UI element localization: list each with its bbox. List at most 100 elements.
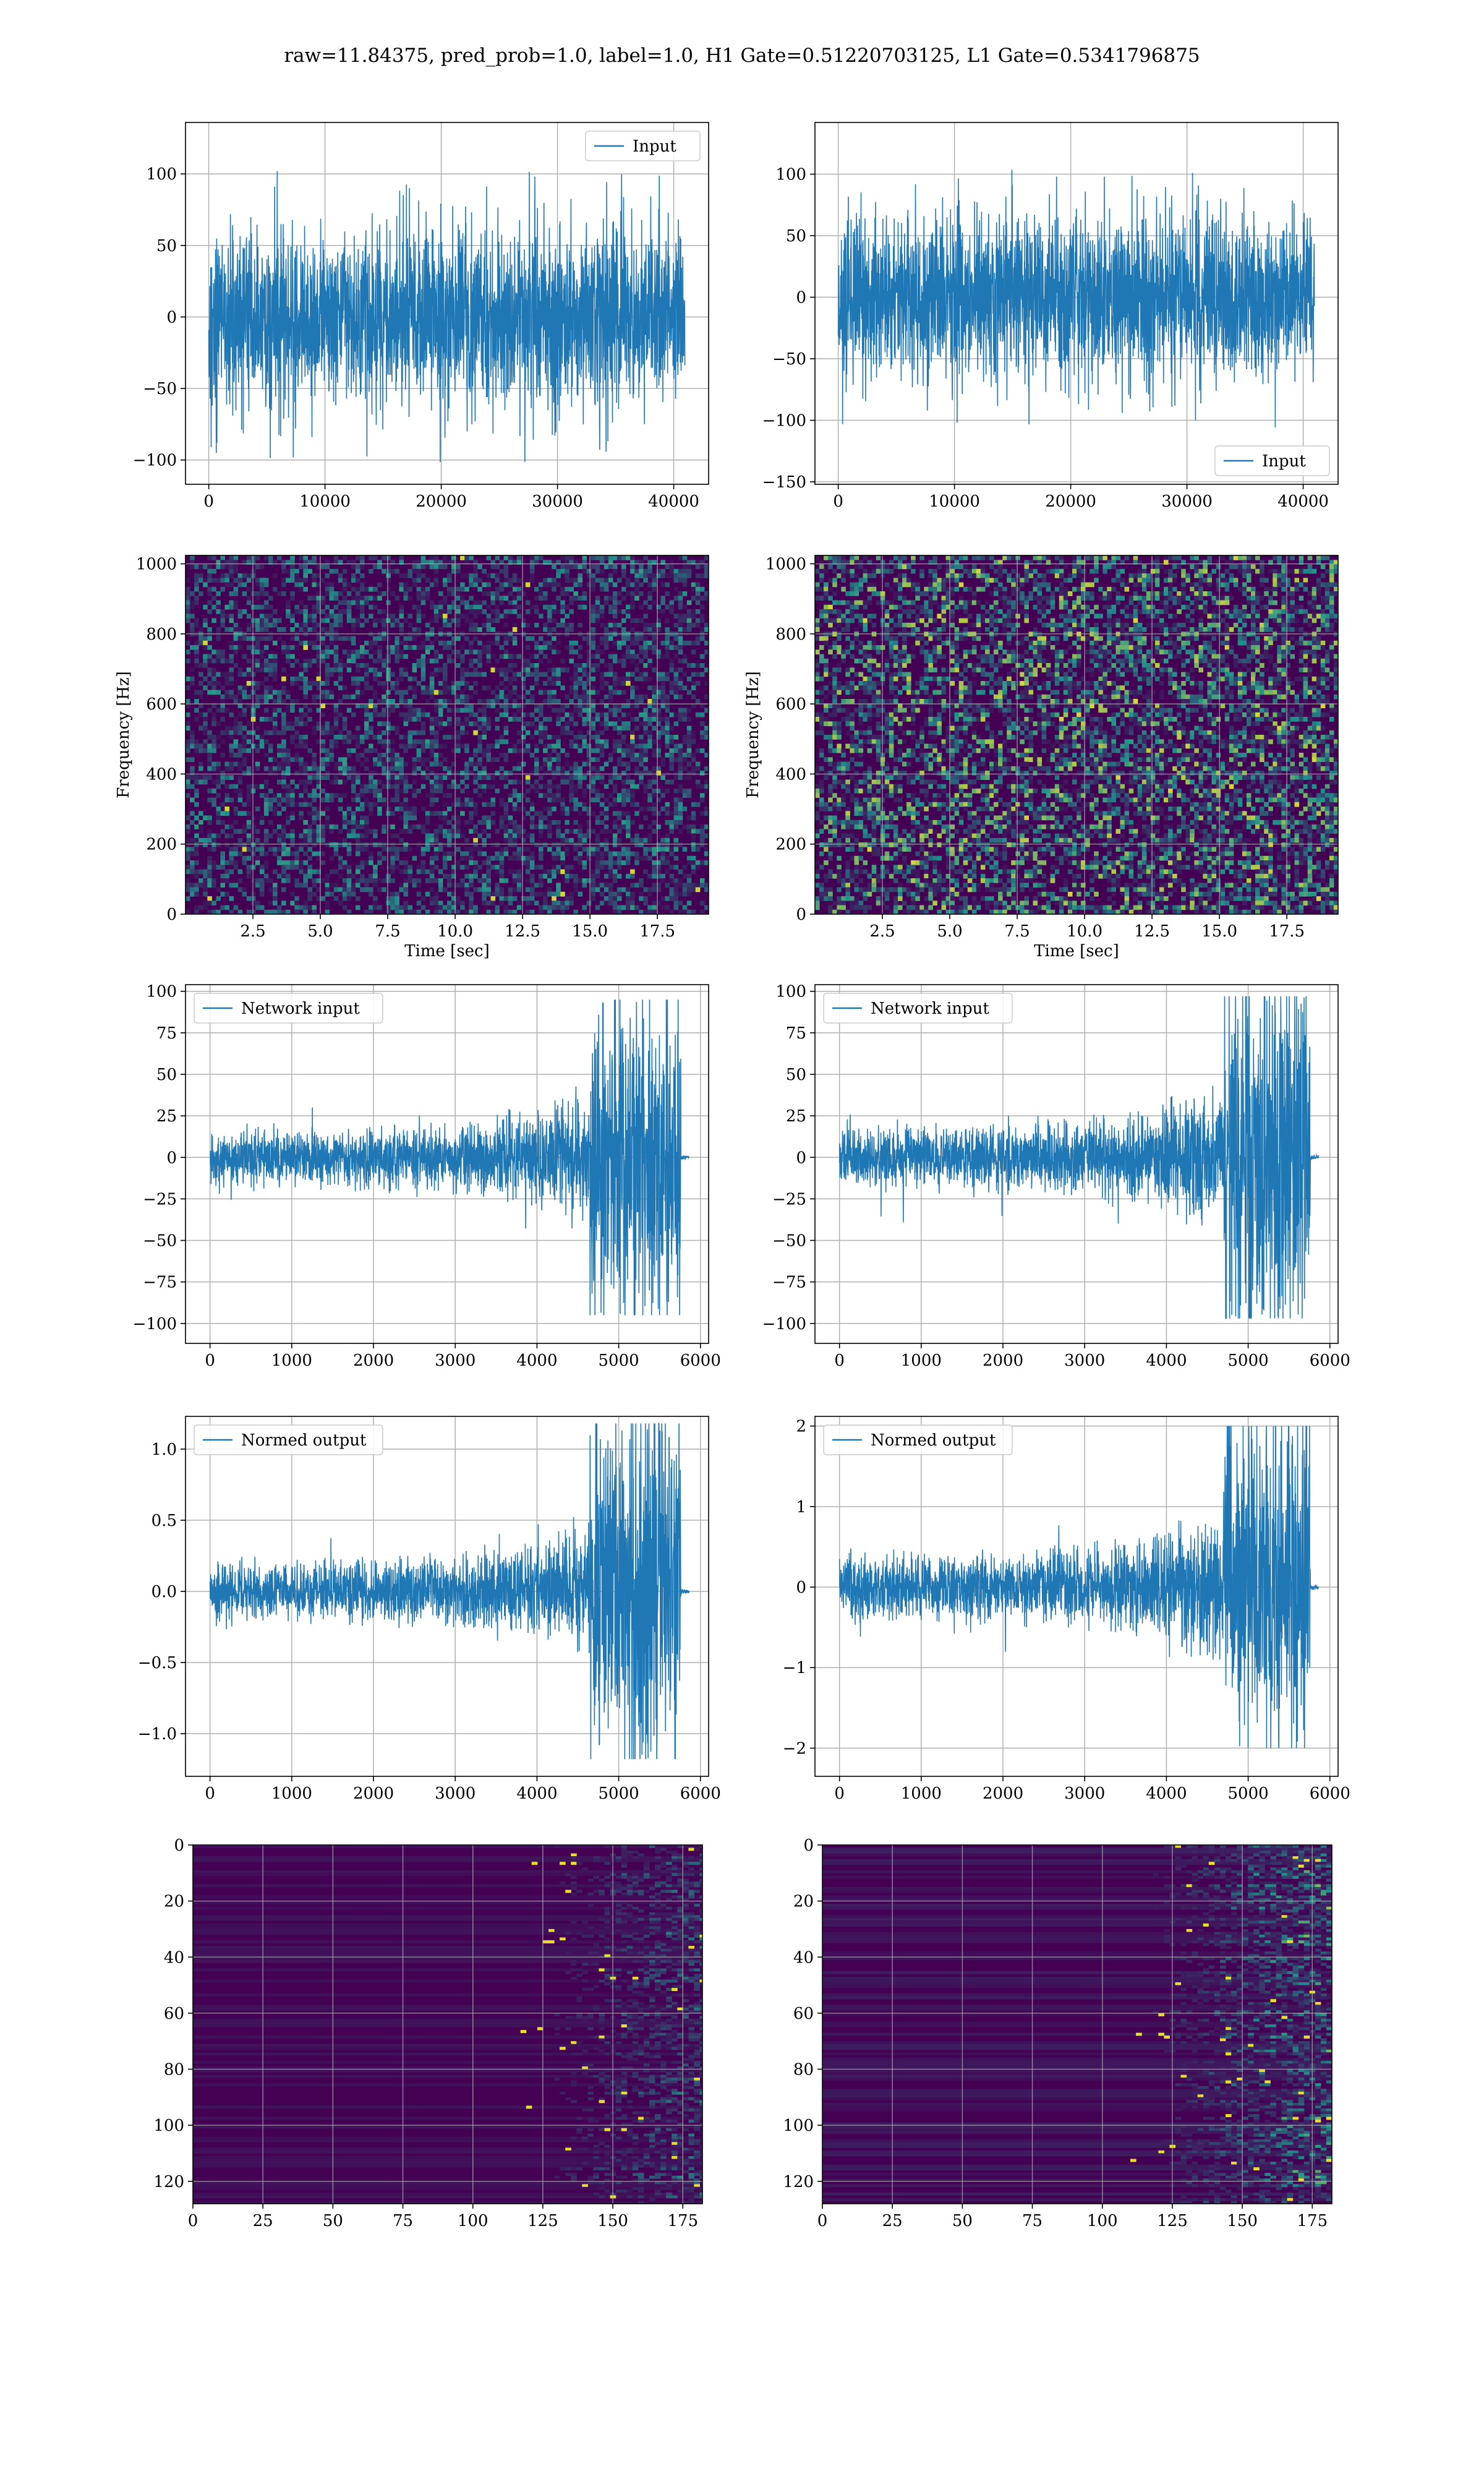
y-tick-label: 0	[796, 905, 806, 924]
legend: Normed output	[194, 1424, 383, 1455]
legend-label: Network input	[241, 999, 360, 1018]
chart-feature-map-h1: 0 25 50 75 100 125 150 175 0 20 40 60 80 100 120	[153, 1836, 703, 2230]
x-tick-label: 20000	[416, 492, 467, 511]
x-tick-label: 4000	[516, 1351, 557, 1370]
x-tick-label: 5.0	[307, 922, 333, 941]
y-tick-label: 1000	[136, 555, 177, 574]
x-tick-label: 125	[527, 2212, 558, 2230]
chart-spectrogram-h1: 2.5 5.0 7.5 10.0 12.5 15.0 17.5 0 200 400 600 800 10…	[114, 555, 709, 961]
y-tick-label: 50	[156, 1066, 177, 1084]
x-tick-label: 20000	[1045, 492, 1096, 511]
x-axis-label: Time [sec]	[1034, 942, 1119, 961]
y-tick-label: 200	[146, 836, 177, 854]
x-tick-label: 2.5	[240, 922, 265, 941]
heatmap-cells	[822, 1845, 1332, 2204]
x-tick-label: 17.5	[1269, 922, 1305, 941]
y-tick-label: 80	[793, 2061, 814, 2079]
x-tick-label: 30000	[532, 492, 583, 511]
x-tick-label: 5000	[1228, 1351, 1269, 1370]
y-tick-label: 100	[146, 983, 177, 1001]
y-tick-label: 25	[156, 1107, 177, 1126]
series-line	[208, 171, 686, 463]
x-tick-label: 125	[1157, 2212, 1188, 2230]
x-tick-label: 0	[834, 1351, 845, 1370]
y-tick-label: 100	[146, 165, 177, 184]
y-tick-label: 0	[166, 1149, 177, 1167]
legend-label: Input	[633, 137, 676, 156]
x-tick-label: 0	[834, 1784, 845, 1803]
y-tick-label: 0	[796, 1578, 806, 1597]
legend: Input	[1214, 445, 1330, 476]
x-tick-label: 5000	[599, 1784, 639, 1803]
y-tick-label: 120	[153, 2173, 184, 2191]
y-tick-label: 0	[166, 308, 177, 327]
x-tick-label: 0	[205, 1351, 215, 1370]
axes-frame	[822, 1844, 1333, 2204]
y-tick-label: 120	[783, 2173, 814, 2191]
y-axis-label: Frequency [Hz]	[114, 671, 133, 798]
y-tick-label: −100	[133, 452, 177, 470]
y-tick-label: −2	[783, 1739, 806, 1758]
x-tick-label: 4000	[1146, 1351, 1187, 1370]
x-tick-label: 150	[597, 2212, 628, 2230]
x-tick-label: 1000	[271, 1784, 312, 1803]
series-line	[838, 1426, 1320, 1748]
y-tick-label: 1000	[765, 555, 806, 574]
axes-frame	[185, 122, 709, 485]
x-tick-label: 5000	[599, 1351, 639, 1370]
x-tick-label: 1000	[901, 1351, 942, 1370]
y-tick-label: 50	[786, 1066, 806, 1084]
grid-lines	[815, 555, 1338, 915]
series-line	[209, 999, 690, 1316]
x-tick-label: 12.5	[1134, 922, 1170, 941]
y-tick-label: 400	[146, 765, 177, 784]
y-tick-label: 20	[164, 1893, 184, 1911]
legend-label: Normed output	[871, 1431, 996, 1450]
y-tick-label: 100	[775, 166, 806, 184]
x-tick-label: 4000	[1146, 1784, 1187, 1803]
y-tick-label: −150	[762, 473, 806, 492]
series-line	[209, 1423, 690, 1760]
x-tick-label: 100	[1087, 2212, 1118, 2230]
y-tick-label: 80	[164, 2061, 184, 2079]
y-tick-label: −0.5	[138, 1654, 177, 1672]
chart-input-l1: 0 10000 20000 30000 40000 −150 −100 −50 0 50 100 In…	[762, 122, 1339, 511]
y-tick-label: 0	[796, 289, 806, 307]
y-tick-label: −50	[772, 350, 806, 369]
y-tick-label: 0	[174, 1836, 184, 1855]
x-tick-label: 4000	[516, 1784, 557, 1803]
x-tick-label: 5.0	[937, 922, 962, 941]
x-axis-label: Time [sec]	[404, 942, 490, 961]
y-tick-label: 40	[164, 1948, 184, 1967]
y-tick-label: 100	[775, 983, 806, 1001]
x-tick-label: 50	[952, 2212, 973, 2230]
axes-frame	[814, 555, 1339, 915]
x-tick-label: 3000	[435, 1784, 475, 1803]
x-tick-label: 6000	[1310, 1351, 1350, 1370]
x-tick-label: 17.5	[639, 922, 675, 941]
series-line	[838, 996, 1320, 1319]
legend: Network input	[194, 993, 383, 1024]
y-tick-label: −1.0	[138, 1725, 177, 1744]
x-tick-label: 7.5	[1004, 922, 1030, 941]
x-tick-label: 3000	[1064, 1351, 1105, 1370]
x-tick-label: 2.5	[869, 922, 895, 941]
y-tick-label: 0.0	[151, 1583, 177, 1601]
figure-title: raw=11.84375, pred_prob=1.0, label=1.0, …	[284, 45, 1200, 67]
legend: Network input	[823, 993, 1013, 1024]
heatmap-cells	[186, 555, 709, 914]
y-tick-label: 1.0	[151, 1440, 177, 1459]
y-tick-label: 800	[146, 625, 177, 644]
x-tick-label: 0	[205, 1784, 215, 1803]
chart-network-input-h1: 0 1000 2000 3000 4000 5000 6000 −100 −75 −50 −25 0 2…	[133, 983, 721, 1370]
chart-network-input-l1: 0 1000 2000 3000 4000 5000 6000 −100 −75 −50 −25 0 2…	[762, 983, 1350, 1370]
y-tick-label: 40	[793, 1948, 814, 1967]
x-tick-label: 10000	[299, 492, 351, 511]
y-tick-label: 100	[153, 2117, 184, 2135]
axes-frame	[185, 1416, 709, 1777]
legend: Input	[585, 131, 701, 161]
chart-feature-map-l1: 0 25 50 75 100 125 150 175 0 20 40 60 80 100 120	[783, 1836, 1333, 2230]
y-tick-label: 1	[796, 1498, 806, 1517]
axes-frame	[185, 984, 709, 1344]
x-tick-label: 15.0	[572, 922, 608, 941]
